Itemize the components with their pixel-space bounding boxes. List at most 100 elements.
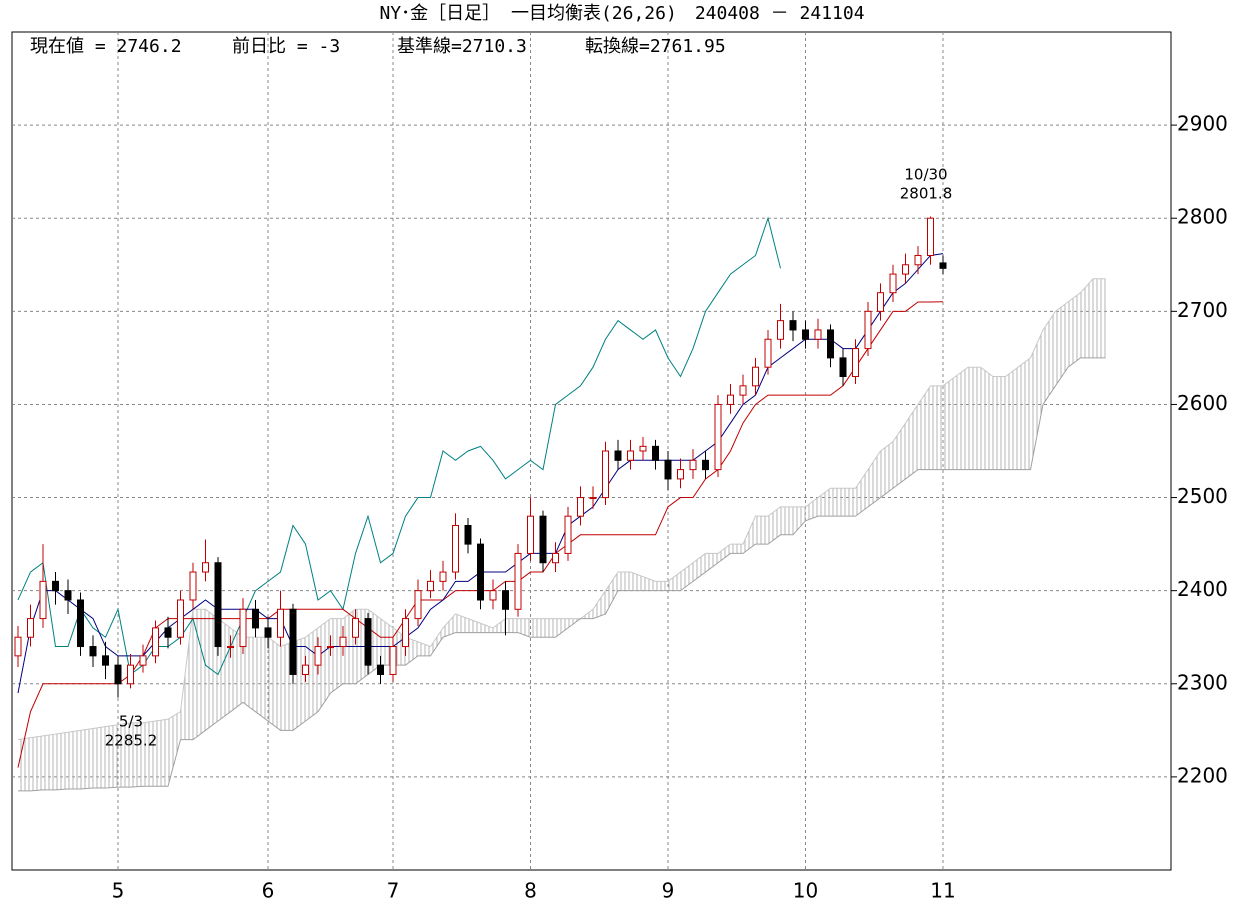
candle-body (239, 608, 247, 648)
candle-body (552, 552, 559, 564)
candle-body (264, 627, 272, 638)
x-tick-label: 8 (524, 879, 537, 903)
y-tick-label: 2200 (1177, 763, 1228, 787)
x-tick-label: 7 (387, 879, 400, 903)
x-tick-label: 11 (930, 879, 955, 903)
candle-body (589, 497, 597, 500)
candle-body (277, 608, 284, 638)
y-tick-label: 2600 (1177, 391, 1228, 415)
candle-body (14, 636, 22, 657)
header-item: 現在値 = 2746.2 (30, 36, 182, 57)
candle-body (52, 580, 59, 592)
candle-body (539, 515, 547, 564)
candle-body (139, 655, 147, 666)
candle-body (902, 264, 909, 275)
candle-body (914, 254, 922, 266)
candle-body (114, 664, 122, 685)
candle-body (927, 217, 934, 256)
x-tick-label: 10 (793, 879, 818, 903)
candle-body (614, 450, 622, 461)
candle-body (427, 580, 434, 592)
candle-body (364, 618, 372, 666)
indicator-line (17, 216, 781, 676)
candle-body (689, 459, 697, 471)
y-tick-label: 2800 (1177, 205, 1228, 229)
candle-body (252, 608, 259, 629)
candle-body (702, 459, 709, 471)
candle-body (639, 445, 647, 452)
candle-body (602, 450, 609, 499)
candle-body (177, 599, 184, 638)
header-item: 前日比 = -3 (232, 36, 340, 57)
candle-body (414, 590, 422, 620)
candle-body (64, 590, 72, 601)
candle-body (714, 403, 722, 471)
candle-body (627, 450, 634, 461)
candle-body (152, 627, 159, 657)
candle-body (327, 646, 334, 649)
candle-body (739, 385, 747, 396)
candle-body (727, 394, 734, 405)
candle-body (939, 262, 947, 269)
candle-body (289, 608, 297, 675)
plot-frame (11, 31, 1172, 871)
y-tick-label: 2300 (1177, 670, 1228, 694)
y-tick-label: 2900 (1177, 112, 1228, 136)
candle-body (439, 571, 447, 582)
candle-body (352, 618, 359, 638)
candle-body (677, 469, 684, 480)
cloud-fill (18, 278, 1106, 791)
candle-body (377, 664, 384, 675)
candle-body (227, 646, 234, 649)
candle-body (564, 515, 572, 554)
annotation-value: 2285.2 (105, 732, 158, 750)
candle-body (102, 655, 109, 666)
candle-body (877, 292, 884, 312)
candle-body (802, 329, 809, 340)
candle-body (839, 357, 847, 378)
candle-body (664, 459, 672, 480)
candle-body (127, 664, 134, 685)
indicator-line (17, 301, 944, 768)
y-tick-label: 2500 (1177, 484, 1228, 508)
candle-body (389, 646, 397, 675)
x-tick-label: 6 (262, 879, 275, 903)
candle-body (27, 618, 34, 638)
candle-body (514, 552, 522, 610)
candle-body (464, 524, 472, 545)
candle-body (189, 571, 197, 601)
indicator-line (18, 357, 1106, 792)
annotation-date: 5/3 (119, 713, 143, 731)
candle-body (814, 329, 822, 340)
candle-body (777, 320, 784, 340)
candle-body (827, 329, 834, 359)
annotation-value: 2801.8 (900, 185, 953, 203)
candle-body (477, 543, 484, 601)
candle-body (489, 590, 497, 601)
y-tick-label: 2700 (1177, 298, 1228, 322)
candle-body (214, 562, 222, 648)
candle-body (852, 348, 859, 378)
candle-body (752, 366, 759, 387)
candle-body (764, 338, 772, 368)
chart-title: NY･金［日足］ 一目均衡表(26,26) 240408 － 241104 (379, 3, 864, 24)
candle-body (202, 562, 209, 573)
candle-body (652, 445, 659, 461)
y-tick-label: 2400 (1177, 577, 1228, 601)
candle-body (89, 646, 97, 657)
header-item: 転換線=2761.95 (585, 36, 726, 57)
candle-body (164, 627, 172, 638)
candle-body (864, 310, 872, 350)
candle-body (789, 320, 797, 331)
annotation-date: 10/30 (904, 166, 947, 184)
indicator-line (17, 278, 1106, 741)
candle-body (39, 580, 47, 620)
candle-body (577, 497, 584, 517)
candle-body (527, 515, 534, 554)
x-tick-label: 5 (112, 879, 125, 903)
candle-body (339, 636, 347, 648)
x-tick-label: 9 (662, 879, 675, 903)
candle-body (77, 599, 84, 648)
